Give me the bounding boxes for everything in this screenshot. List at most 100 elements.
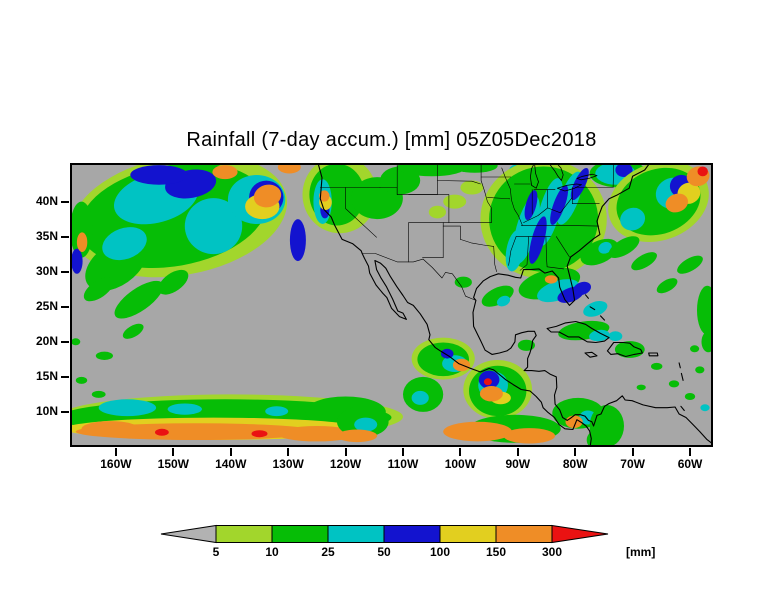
rainfall-blob: [81, 421, 139, 437]
lake-outline: [576, 173, 598, 181]
lon-tick-label: 140W: [215, 457, 247, 471]
rainfall-blob: [122, 323, 144, 339]
rainfall-blob: [411, 390, 429, 405]
rainfall-blob: [83, 277, 114, 302]
lon-tick-mark: [516, 448, 519, 456]
rainfall-blob: [697, 285, 713, 335]
rainfall-blob: [265, 406, 289, 417]
map-frame: [70, 163, 713, 447]
rainfall-blob: [550, 185, 569, 225]
state-border: [480, 163, 492, 223]
rainfall-blob: [517, 339, 535, 351]
lat-tick-mark: [61, 340, 69, 343]
rainfall-blob: [677, 255, 703, 274]
colorbar: 5 10 25 50 100 150 300 [mm]: [160, 524, 720, 568]
coastline: [648, 352, 659, 357]
rainfall-blob: [615, 163, 633, 177]
colorbar-tick-label: 5: [212, 545, 220, 559]
rainfall-blob: [668, 380, 680, 388]
colorbar-segment: [439, 525, 497, 543]
colorbar-segment: [215, 525, 273, 543]
rainfall-blob: [95, 351, 113, 360]
rainfall-blob: [608, 331, 623, 342]
state-border: [408, 194, 450, 223]
state-border: [545, 236, 565, 270]
lat-tick-label: 30N: [35, 263, 58, 278]
lat-tick-label: 40N: [35, 193, 58, 208]
rainfall-blob: [631, 252, 657, 271]
lat-tick-mark: [61, 305, 69, 308]
colorbar-tick-label: 300: [541, 545, 563, 559]
colorbar-tick-label: 25: [321, 545, 335, 559]
state-border: [422, 258, 477, 301]
coastline: [317, 163, 592, 447]
state-border: [612, 164, 615, 188]
lon-tick-mark: [459, 448, 462, 456]
lon-tick-mark: [574, 448, 577, 456]
rainfall-blob: [695, 366, 705, 374]
rainfall-blob: [443, 421, 512, 442]
lon-tick-label: 150W: [157, 457, 189, 471]
coastline: [546, 320, 610, 344]
state-border: [442, 225, 461, 240]
coastline: [678, 362, 681, 369]
rainfall-blob: [684, 393, 696, 400]
rainfall-blob: [451, 163, 498, 173]
lat-tick-mark: [61, 200, 69, 203]
lon-tick-label: 80W: [562, 457, 588, 471]
rainfall-blob: [75, 376, 88, 384]
rainfall-blob: [586, 429, 610, 447]
lat-tick-label: 20N: [35, 333, 58, 348]
lon-tick-label: 70W: [620, 457, 645, 471]
state-border: [508, 236, 517, 266]
state-border: [523, 197, 573, 223]
lon-tick-mark: [287, 448, 290, 456]
rainfall-blob: [289, 219, 306, 262]
lon-tick-label: 90W: [505, 457, 531, 471]
rainfall-blob: [651, 362, 663, 370]
lon-tick-mark: [344, 448, 347, 456]
colorbar-tick-label: 100: [429, 545, 451, 559]
rainfall-blob: [158, 269, 189, 295]
rainfall-blob: [505, 229, 525, 272]
rainfall-blob: [524, 190, 538, 221]
lake-outline: [548, 163, 564, 181]
lon-tick-mark: [172, 448, 175, 456]
rainfall-blob: [130, 165, 188, 185]
coastline: [599, 315, 606, 321]
map-canvas: [70, 163, 713, 447]
colorbar-tick-label: 150: [485, 545, 507, 559]
coastline: [584, 294, 589, 299]
rainfall-blob: [397, 163, 467, 177]
rainfall-blob: [102, 227, 147, 261]
rainfall-blob: [598, 241, 612, 254]
rainfall-blob: [253, 184, 282, 208]
rainfall-blob: [573, 281, 592, 296]
rainfall-blob: [460, 180, 484, 195]
lon-tick-mark: [229, 448, 232, 456]
rainfall-blob: [656, 278, 678, 294]
colorbar-left-arrow: [160, 524, 217, 544]
rainfall-blob: [440, 348, 454, 359]
rainfall-blob: [337, 429, 378, 443]
coastline: [584, 351, 598, 358]
state-border: [555, 236, 570, 258]
lat-tick-mark: [61, 375, 69, 378]
rainfall-blob: [443, 194, 467, 209]
lat-tick-label: 35N: [35, 228, 58, 243]
colorbar-canvas: [160, 524, 609, 544]
lat-tick-label: 15N: [35, 368, 58, 383]
rainfall-blob: [212, 165, 238, 180]
state-border: [520, 225, 600, 227]
rainfall-blob: [155, 428, 169, 436]
rainfall-blob: [620, 207, 646, 231]
lat-tick-label: 25N: [35, 298, 58, 313]
coastline: [606, 341, 643, 358]
rainfall-blob: [277, 163, 301, 174]
lon-tick-label: 100W: [444, 457, 477, 471]
lon-tick-mark: [689, 448, 692, 456]
lon-tick-mark: [114, 448, 117, 456]
rainfall-blob: [354, 417, 378, 432]
rainfall-blob: [544, 275, 558, 284]
